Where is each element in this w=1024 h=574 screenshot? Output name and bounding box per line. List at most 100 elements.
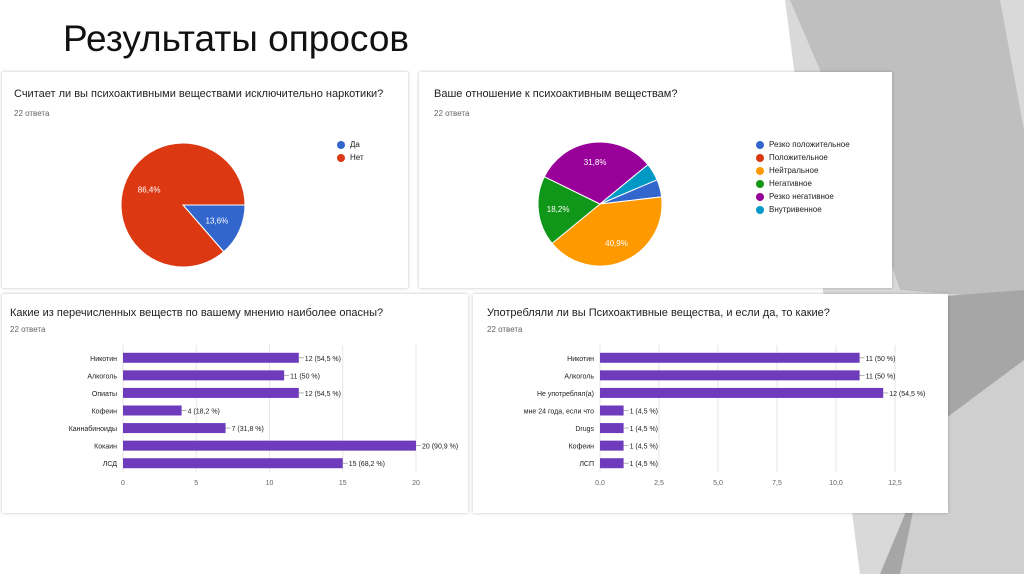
x-tick-label: 0 (121, 480, 125, 487)
legend-swatch (756, 153, 764, 162)
bar-chart-1: 0 5 10 15 20 Никотин 12 (54,5 %) Алкоголь 11 (50… (69, 345, 458, 487)
pie-chart-card-2: Ваше отношение к психоактивным веществам… (419, 72, 892, 288)
x-tick-label: 10,0 (829, 480, 843, 487)
data-label: 1 (4,5 %) (630, 444, 658, 451)
data-label: 12 (54,5 %) (305, 391, 341, 398)
bar (600, 458, 624, 469)
legend-swatch (756, 179, 764, 188)
x-tick-label: 0,0 (595, 480, 605, 487)
bar (600, 387, 884, 398)
data-label: 11 (50 %) (866, 356, 896, 363)
data-label: 1 (4,5 %) (630, 409, 658, 416)
x-tick-label: 20 (412, 480, 420, 487)
data-label: 12 (54,5 %) (305, 356, 341, 363)
slide-title: Результаты опросов (63, 18, 410, 59)
legend-item: Нет (337, 151, 364, 164)
x-tick-label: 2,5 (654, 480, 664, 487)
bar (123, 387, 299, 398)
bar (600, 423, 624, 434)
category-label: Никотин (567, 356, 594, 363)
legend-label: Да (350, 140, 360, 149)
legend-label: Нет (350, 153, 364, 162)
category-label: Никотин (90, 356, 117, 363)
bar (123, 423, 226, 434)
legend-swatch (756, 166, 764, 175)
data-label: 12 (54,5 %) (889, 391, 925, 398)
pie-slice (543, 141, 649, 205)
legend-item: Резко положительное (756, 138, 850, 151)
pie-chart-2: 40,9% 18,2% 31,8% (537, 141, 663, 267)
legend-item: Резко негативное (756, 190, 850, 203)
response-count: 22 ответа (487, 325, 523, 334)
chart-title: Считает ли вы психоактивными веществами … (14, 88, 384, 100)
data-label: 4 (18,2 %) (188, 409, 220, 416)
bar (600, 440, 624, 451)
x-tick-label: 12,5 (888, 480, 902, 487)
bar-chart-2: 0,0 2,5 5,0 7,5 10,0 12,5 Никотин 11 (50 %) Алко… (524, 345, 925, 487)
x-tick-label: 5 (194, 480, 198, 487)
category-label: мне 24 года, если что (524, 409, 594, 416)
slice-label: 40,9% (605, 239, 628, 248)
legend-label: Положительное (769, 153, 828, 162)
pie-slice (181, 204, 246, 253)
pie-chart-card-1: Считает ли вы психоактивными веществами … (2, 72, 408, 288)
category-label: ЛСП (579, 461, 594, 468)
chart-title: Какие из перечисленных веществ по вашему… (10, 307, 384, 319)
legend-item: Положительное (756, 151, 850, 164)
legend-swatch (756, 140, 764, 149)
category-label: Алкоголь (87, 373, 117, 380)
x-tick-label: 5,0 (713, 480, 723, 487)
category-label: Кофеин (92, 409, 118, 416)
chart-title: Ваше отношение к психоактивным веществам… (434, 88, 678, 100)
bar (123, 352, 299, 363)
slice-label: 31,8% (584, 158, 607, 167)
pie-legend-2: Резко положительное Положительное Нейтраль… (756, 138, 850, 216)
response-count: 22 ответа (434, 109, 470, 118)
x-tick-label: 7,5 (772, 480, 782, 487)
bar (123, 440, 416, 451)
category-label: Опиаты (92, 391, 117, 398)
category-label: ЛСД (103, 461, 117, 468)
legend-item: Нейтральное (756, 164, 850, 177)
legend-label: Резко положительное (769, 140, 850, 149)
category-label: Алкоголь (564, 373, 594, 380)
bar (123, 405, 182, 416)
data-label: 11 (50 %) (290, 373, 320, 380)
x-tick-label: 10 (266, 480, 274, 487)
category-label: Кофеин (569, 444, 595, 451)
legend-label: Внутривенное (769, 205, 822, 214)
bar (123, 370, 285, 381)
legend-item: Внутривенное (756, 203, 850, 216)
pie-slice (551, 196, 663, 267)
legend-label: Негативное (769, 179, 812, 188)
legend-swatch (756, 205, 764, 214)
pie-slice (599, 163, 658, 205)
pie-legend-1: Да Нет (337, 138, 364, 164)
legend-swatch (756, 192, 764, 201)
x-tick-label: 15 (339, 480, 347, 487)
category-label: Кокаин (94, 444, 117, 451)
slice-label: 13,6% (206, 216, 229, 225)
slice-label: 86,4% (138, 186, 161, 195)
pie-slice (537, 176, 601, 245)
data-label: 11 (50 %) (866, 373, 896, 380)
bar (600, 405, 624, 416)
slice-label: 18,2% (547, 205, 570, 214)
bar (600, 352, 860, 363)
data-label: 1 (4,5 %) (630, 461, 658, 468)
chart-title: Употребляли ли вы Психоактивные вещества… (487, 307, 830, 319)
legend-item: Да (337, 138, 364, 151)
data-label: 1 (4,5 %) (630, 426, 658, 433)
pie-chart-1: 13,6% 86,4% (120, 142, 246, 268)
data-label: 7 (31,8 %) (232, 426, 264, 433)
category-label: Каннабиноиды (69, 425, 117, 433)
bar-chart-card-1: Какие из перечисленных веществ по вашему… (2, 294, 468, 513)
bar-chart-card-2: Употребляли ли вы Психоактивные вещества… (473, 294, 948, 513)
legend-swatch (337, 153, 345, 162)
data-label: 15 (68,2 %) (349, 461, 385, 468)
bar (123, 458, 343, 469)
category-label: Не употреблял(а) (537, 390, 594, 398)
bar (600, 370, 860, 381)
response-count: 22 ответа (10, 325, 46, 334)
pie-slice (120, 142, 246, 268)
